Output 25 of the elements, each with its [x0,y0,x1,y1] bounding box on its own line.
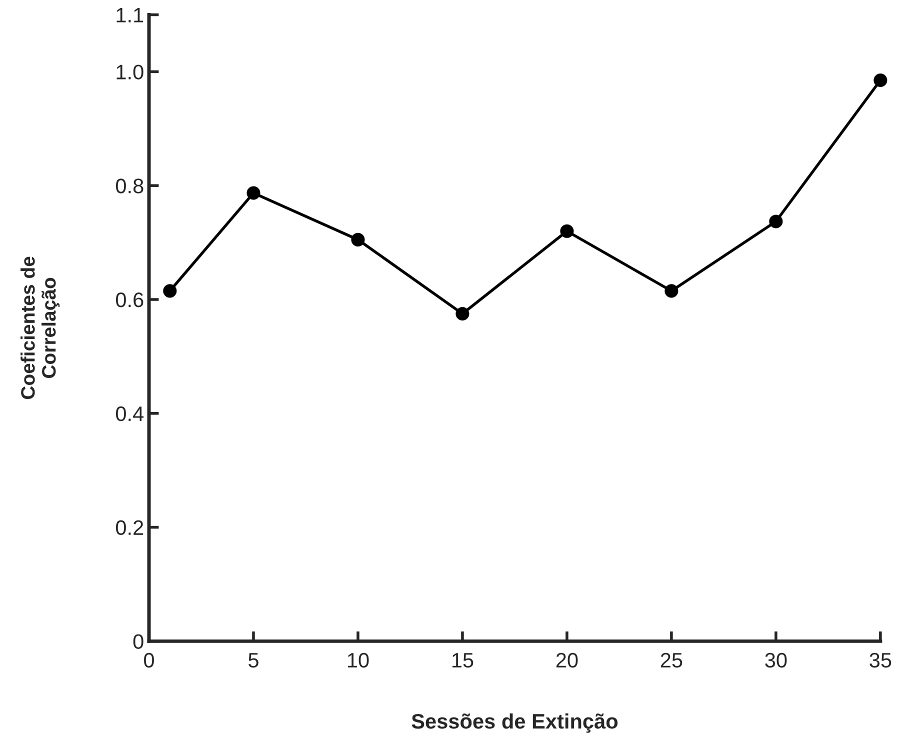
point [351,232,365,246]
y-tick-label: 0.6 [116,292,144,308]
y-tick-label: 0 [133,634,144,649]
point [456,306,470,320]
x-axis-title: Sessões de Extinção [412,713,618,733]
x-tick-label: 30 [765,652,787,668]
y-tick-label: 0.4 [116,406,144,422]
y-axis-title: Coeficientes de Correlação [20,256,60,400]
point [163,284,177,298]
point [560,224,574,238]
y-tick-label: 0.2 [116,520,144,536]
x-tick-label: 15 [452,653,474,668]
x-tick-label: 20 [556,652,578,668]
x-tick-label: 25 [660,652,682,668]
x-tick-label: 0 [144,652,154,668]
point [664,284,678,298]
x-tick-label: 10 [348,652,369,668]
point [874,73,888,87]
y-tick-label: 0.8 [116,178,144,194]
point [769,214,783,228]
y-tick-label: 1.0 [116,64,144,80]
point [246,186,260,200]
x-tick-label: 5 [248,653,258,668]
x-tick-label: 35 [870,652,892,668]
y-tick-label: 1.1 [116,8,144,22]
